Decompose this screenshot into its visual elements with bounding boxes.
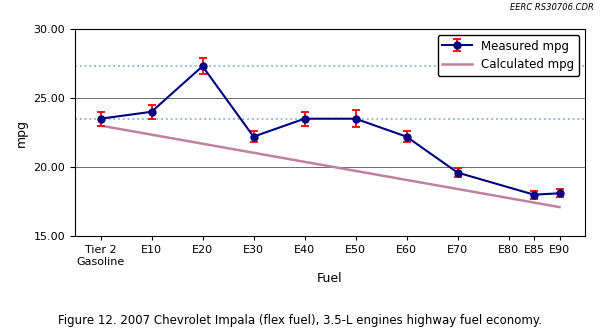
Text: Figure 12. 2007 Chevrolet Impala (flex fuel), 3.5-L engines highway fuel economy: Figure 12. 2007 Chevrolet Impala (flex f…	[58, 314, 542, 327]
Text: EERC RS30706.CDR: EERC RS30706.CDR	[510, 3, 594, 12]
X-axis label: Fuel: Fuel	[317, 272, 343, 285]
Y-axis label: mpg: mpg	[15, 118, 28, 147]
Legend: Measured mpg, Calculated mpg: Measured mpg, Calculated mpg	[437, 35, 579, 76]
